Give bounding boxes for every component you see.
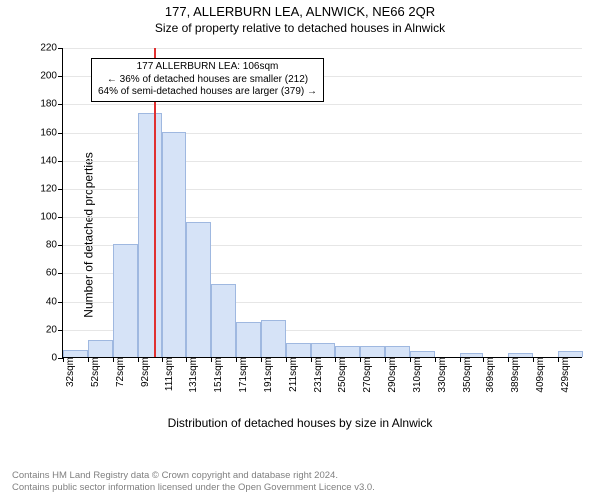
y-tick-label: 100 [40,212,63,223]
annotation-box: 177 ALLERBURN LEA: 106sqm ← 36% of detac… [91,58,324,102]
x-tick-label: 52sqm [86,357,101,387]
histogram-bar [186,222,211,357]
histogram-bar [138,113,162,357]
x-tick-label: 369sqm [481,357,496,393]
histogram-bar [335,346,360,357]
grid-line [63,104,582,105]
x-tick-label: 270sqm [358,357,373,393]
x-tick-label: 389sqm [506,357,521,393]
y-tick-label: 60 [46,268,63,279]
y-tick-label: 140 [40,155,63,166]
y-tick-label: 20 [46,324,63,335]
annotation-line-3: 64% of semi-detached houses are larger (… [98,86,317,99]
y-tick-label: 180 [40,99,63,110]
x-tick-label: 350sqm [458,357,473,393]
x-tick-label: 111sqm [160,357,175,391]
y-tick-label: 220 [40,43,63,54]
x-tick-label: 131sqm [184,357,199,393]
x-tick-label: 211sqm [284,357,299,392]
annotation-line-2: ← 36% of detached houses are smaller (21… [98,74,317,87]
plot-area: 02040608010012014016018020022032sqm52sqm… [62,48,582,358]
x-axis-label: Distribution of detached houses by size … [0,416,600,430]
x-tick-label: 330sqm [433,357,448,393]
y-tick-label: 160 [40,127,63,138]
x-tick-label: 250sqm [333,357,348,393]
histogram-bar [162,132,187,357]
histogram-bar [261,320,286,357]
histogram-bar [286,343,311,357]
x-tick-label: 72sqm [111,357,126,387]
y-tick-label: 120 [40,183,63,194]
histogram-bar [385,346,410,357]
x-tick-label: 191sqm [259,357,274,393]
x-tick-label: 151sqm [209,357,224,393]
page-subtitle: Size of property relative to detached ho… [0,19,600,35]
x-tick-label: 290sqm [383,357,398,393]
histogram-bar [236,322,261,357]
annotation-line-1: 177 ALLERBURN LEA: 106sqm [98,61,317,74]
footer: Contains HM Land Registry data © Crown c… [12,470,375,494]
histogram-bar [113,244,138,357]
histogram-bar [88,340,113,357]
x-tick-label: 231sqm [309,357,324,393]
grid-line [63,48,582,49]
x-tick-label: 429sqm [556,357,571,393]
histogram-bar [311,343,335,357]
x-tick-label: 310sqm [408,357,423,393]
histogram-bar [63,350,88,357]
histogram-bar [360,346,385,357]
y-tick-label: 80 [46,240,63,251]
y-tick-label: 200 [40,71,63,82]
footer-line-2: Contains public sector information licen… [12,482,375,494]
x-tick-label: 171sqm [234,357,249,393]
histogram-bar [211,284,236,357]
page-title: 177, ALLERBURN LEA, ALNWICK, NE66 2QR [0,0,600,19]
footer-line-1: Contains HM Land Registry data © Crown c… [12,470,375,482]
x-tick-label: 32sqm [61,357,76,387]
x-tick-label: 409sqm [531,357,546,393]
y-tick-label: 40 [46,296,63,307]
chart-container: Number of detached properties 0204060801… [0,38,600,432]
x-tick-label: 92sqm [136,357,151,387]
